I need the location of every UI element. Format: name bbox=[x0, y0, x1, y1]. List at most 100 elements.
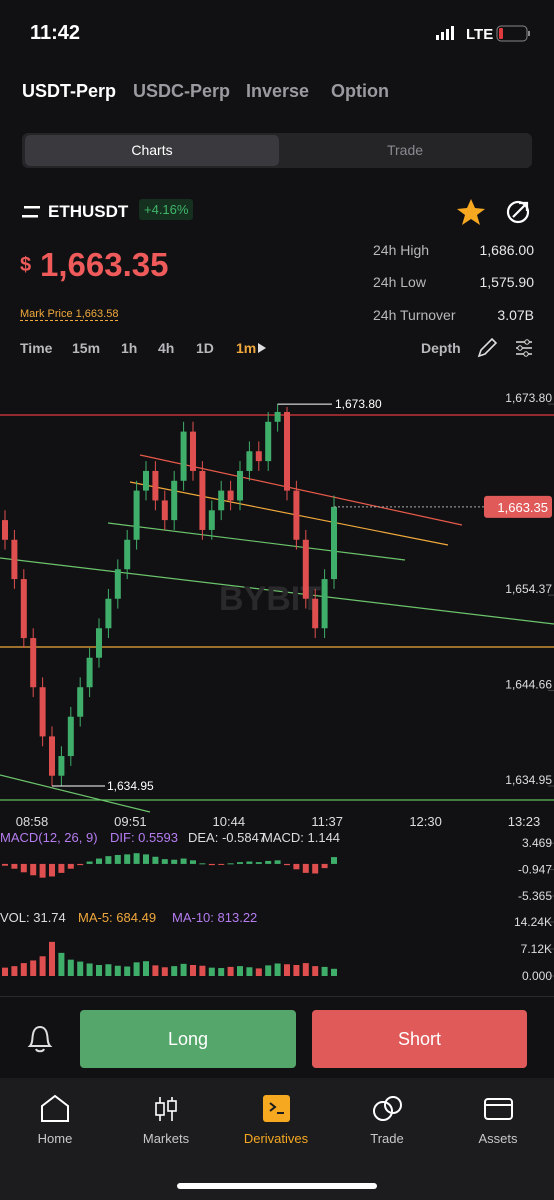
tab[interactable]: Option bbox=[331, 81, 389, 101]
volume-bar bbox=[312, 966, 319, 976]
trend-line bbox=[139, 454, 463, 526]
macd-bar bbox=[180, 858, 187, 864]
candle-body bbox=[11, 539, 18, 580]
macd-bar bbox=[284, 863, 290, 866]
long-button[interactable]: Long bbox=[80, 1010, 296, 1068]
candle-body bbox=[199, 470, 206, 530]
candle-body bbox=[77, 687, 84, 717]
volume-bar bbox=[114, 965, 121, 976]
ticker-icons[interactable] bbox=[456, 197, 532, 227]
volume-bar bbox=[49, 941, 55, 976]
toggle-charts[interactable]: Charts bbox=[25, 135, 279, 166]
symbol[interactable]: ETHUSDT bbox=[48, 202, 129, 221]
nav-item-active[interactable]: Derivatives bbox=[243, 1131, 309, 1146]
candle-body bbox=[114, 569, 121, 599]
x-tick-label: 13:23 bbox=[508, 814, 541, 829]
tab[interactable]: USDT-Perp bbox=[22, 81, 117, 101]
interval-active[interactable]: 1m bbox=[236, 340, 257, 356]
tab[interactable]: USDC-Perp bbox=[133, 81, 231, 101]
candle-body bbox=[321, 579, 328, 629]
short-button[interactable]: Short bbox=[312, 1010, 527, 1068]
volume-bar bbox=[255, 968, 262, 976]
macd-legend: DEA: -0.5847 bbox=[188, 830, 266, 845]
interval[interactable]: Time bbox=[20, 340, 53, 356]
candle-body bbox=[30, 638, 37, 688]
macd-bar bbox=[218, 863, 225, 865]
candle-body bbox=[237, 470, 243, 501]
trend-line bbox=[107, 522, 406, 561]
candle-body bbox=[2, 520, 8, 540]
tab[interactable]: Inverse bbox=[246, 81, 310, 101]
candle-body bbox=[161, 500, 168, 521]
volume-bar bbox=[180, 963, 187, 976]
volume-bar bbox=[2, 967, 8, 976]
menu-icon[interactable] bbox=[22, 204, 42, 220]
nav-icons bbox=[41, 1094, 513, 1122]
nav-item[interactable]: Home bbox=[37, 1131, 73, 1146]
volume-bar bbox=[11, 966, 18, 976]
volume-bar bbox=[152, 965, 159, 976]
candle-body bbox=[180, 431, 187, 481]
volume-bar bbox=[284, 964, 290, 976]
y-tick-label: -5.365 bbox=[518, 889, 552, 903]
stat-value: 1,575.90 bbox=[479, 274, 535, 290]
x-tick-label: 12:30 bbox=[409, 814, 442, 829]
volume-bar bbox=[190, 965, 196, 976]
macd-bar bbox=[133, 853, 140, 864]
macd-bar bbox=[199, 863, 206, 865]
x-tick-label: 08:58 bbox=[16, 814, 49, 829]
interval[interactable]: 4h bbox=[158, 340, 175, 356]
low-marker-label: 1,634.95 bbox=[107, 779, 154, 793]
macd-bar bbox=[114, 854, 121, 864]
y-tick-label: 0.000 bbox=[522, 969, 552, 983]
candle-body bbox=[218, 490, 225, 511]
macd-bar bbox=[227, 863, 234, 865]
interval[interactable]: 1D bbox=[196, 340, 214, 356]
nav-item[interactable]: Assets bbox=[478, 1131, 518, 1146]
volume-legend: MA-10: 813.22 bbox=[172, 910, 257, 925]
candle-body bbox=[152, 470, 159, 501]
interval[interactable]: 1h bbox=[121, 340, 138, 356]
y-tick-label: 3.469 bbox=[522, 836, 552, 850]
macd-bar bbox=[11, 863, 18, 869]
mark-price[interactable]: Mark Price 1,663.58 bbox=[20, 308, 119, 321]
volume-bar bbox=[218, 968, 225, 976]
candle-body bbox=[124, 539, 131, 570]
nav-item[interactable]: Markets bbox=[142, 1131, 190, 1146]
interval[interactable]: 15m bbox=[72, 340, 101, 356]
status-network: LTE bbox=[466, 26, 494, 43]
toggle-trade[interactable]: Trade bbox=[386, 142, 424, 158]
tool-icons[interactable] bbox=[476, 337, 536, 359]
x-tick-label: 09:51 bbox=[114, 814, 147, 829]
volume-bar bbox=[161, 967, 168, 976]
y-tick-label: 7.12K bbox=[521, 942, 552, 956]
candle-body bbox=[312, 598, 319, 629]
macd-bar bbox=[30, 863, 37, 876]
volume-bar bbox=[237, 966, 243, 976]
candle-body bbox=[255, 451, 262, 462]
volume-bar bbox=[67, 959, 74, 976]
volume-bar bbox=[331, 968, 337, 976]
candle-body bbox=[331, 506, 337, 580]
macd-bar bbox=[86, 861, 93, 864]
macd-legend: DIF: 0.5593 bbox=[110, 830, 178, 845]
alert-bell[interactable] bbox=[26, 1024, 54, 1054]
volume-bar bbox=[265, 965, 272, 976]
depth[interactable]: Depth bbox=[421, 340, 461, 356]
candle-body bbox=[265, 421, 272, 462]
y-tick-label: 14.24K bbox=[514, 915, 552, 929]
trend-line bbox=[0, 774, 151, 813]
volume-legend: MA-5: 684.49 bbox=[78, 910, 156, 925]
volume-bar bbox=[274, 963, 281, 976]
divider bbox=[0, 996, 554, 997]
y-tick-label: 1,673.80 bbox=[505, 391, 552, 405]
candle-body bbox=[105, 598, 112, 629]
macd-bar bbox=[2, 863, 8, 866]
chart-area: BYBIT 1,673.801,654.371,644.661,634.9508… bbox=[0, 391, 554, 983]
nav-item[interactable]: Trade bbox=[370, 1131, 404, 1146]
candle-body bbox=[96, 628, 102, 658]
macd-bar bbox=[302, 863, 309, 873]
candle-body bbox=[246, 451, 253, 471]
x-tick-label: 11:37 bbox=[311, 814, 343, 829]
